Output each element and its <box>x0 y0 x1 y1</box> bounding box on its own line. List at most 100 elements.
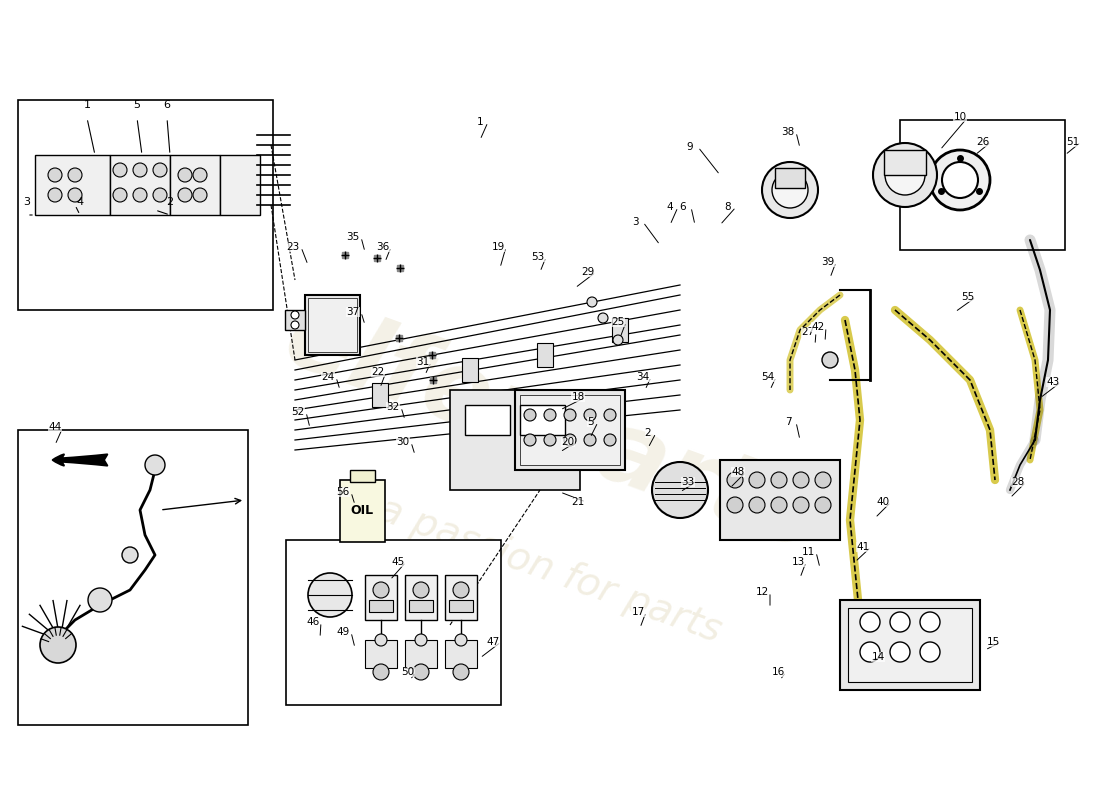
Circle shape <box>772 172 808 208</box>
Text: 24: 24 <box>321 372 334 382</box>
Bar <box>520 395 620 465</box>
Bar <box>848 608 972 682</box>
Bar <box>840 600 980 690</box>
Text: 16: 16 <box>771 667 784 677</box>
Circle shape <box>860 642 880 662</box>
Text: 36: 36 <box>376 242 389 252</box>
Text: 1: 1 <box>84 100 90 110</box>
Circle shape <box>192 168 207 182</box>
Text: 3: 3 <box>23 197 31 207</box>
Text: 32: 32 <box>386 402 399 412</box>
Circle shape <box>178 188 192 202</box>
Text: 45: 45 <box>392 557 405 567</box>
Circle shape <box>145 455 165 475</box>
Circle shape <box>749 497 764 513</box>
Bar <box>170 155 220 215</box>
Bar <box>776 168 805 188</box>
Text: 28: 28 <box>1011 477 1024 487</box>
Circle shape <box>48 188 62 202</box>
Circle shape <box>192 188 207 202</box>
Circle shape <box>920 612 940 632</box>
Bar <box>365 575 397 620</box>
Text: 20: 20 <box>561 437 574 447</box>
Text: 11: 11 <box>802 547 815 557</box>
Bar <box>884 150 926 175</box>
Circle shape <box>113 163 127 177</box>
Text: 13: 13 <box>791 557 804 567</box>
Text: 31: 31 <box>417 357 430 367</box>
Circle shape <box>415 634 427 646</box>
Text: 17: 17 <box>631 607 645 617</box>
Bar <box>285 310 305 330</box>
Circle shape <box>598 313 608 323</box>
Circle shape <box>860 612 880 632</box>
Bar <box>220 155 260 215</box>
Bar <box>465 405 510 435</box>
Circle shape <box>564 434 576 446</box>
Circle shape <box>88 588 112 612</box>
Bar <box>305 295 360 355</box>
Circle shape <box>544 409 556 421</box>
Circle shape <box>133 188 147 202</box>
Circle shape <box>584 409 596 421</box>
Text: 8: 8 <box>725 202 732 212</box>
Text: 14: 14 <box>871 652 884 662</box>
Bar <box>286 540 500 705</box>
Text: 42: 42 <box>812 322 825 332</box>
Circle shape <box>771 497 786 513</box>
Circle shape <box>886 155 925 195</box>
Bar <box>350 470 375 482</box>
Text: 21: 21 <box>571 497 584 507</box>
Circle shape <box>749 472 764 488</box>
Bar <box>365 640 397 668</box>
Circle shape <box>308 573 352 617</box>
Circle shape <box>793 497 808 513</box>
Text: 6: 6 <box>680 202 686 212</box>
Circle shape <box>822 352 838 368</box>
Text: 1: 1 <box>476 117 483 127</box>
Text: 5: 5 <box>586 417 593 427</box>
Circle shape <box>762 162 818 218</box>
Text: elferparts: elferparts <box>271 289 829 571</box>
Circle shape <box>40 627 76 663</box>
Circle shape <box>48 168 62 182</box>
Bar <box>537 343 553 367</box>
Circle shape <box>584 434 596 446</box>
Circle shape <box>930 150 990 210</box>
Text: 35: 35 <box>346 232 360 242</box>
Circle shape <box>524 409 536 421</box>
Text: 54: 54 <box>761 372 774 382</box>
Text: 48: 48 <box>732 467 745 477</box>
Circle shape <box>453 664 469 680</box>
Circle shape <box>793 472 808 488</box>
Bar <box>449 600 473 612</box>
Bar <box>612 318 628 342</box>
Text: 19: 19 <box>492 242 505 252</box>
Circle shape <box>727 497 742 513</box>
Bar <box>720 460 840 540</box>
Text: 51: 51 <box>1066 137 1079 147</box>
Bar <box>308 298 358 352</box>
Text: 37: 37 <box>346 307 360 317</box>
Text: 44: 44 <box>48 422 62 432</box>
Text: 46: 46 <box>307 617 320 627</box>
Circle shape <box>524 434 536 446</box>
Circle shape <box>604 434 616 446</box>
Bar <box>372 383 388 407</box>
Circle shape <box>68 188 82 202</box>
Text: 38: 38 <box>781 127 794 137</box>
Text: 55: 55 <box>961 292 975 302</box>
Text: 26: 26 <box>977 137 990 147</box>
Circle shape <box>613 335 623 345</box>
Circle shape <box>453 582 469 598</box>
Circle shape <box>942 162 978 198</box>
Text: 15: 15 <box>987 637 1000 647</box>
Circle shape <box>133 163 147 177</box>
Circle shape <box>292 311 299 319</box>
Circle shape <box>153 188 167 202</box>
Circle shape <box>375 634 387 646</box>
Circle shape <box>587 297 597 307</box>
Circle shape <box>373 664 389 680</box>
Text: 50: 50 <box>402 667 415 677</box>
Text: 41: 41 <box>857 542 870 552</box>
